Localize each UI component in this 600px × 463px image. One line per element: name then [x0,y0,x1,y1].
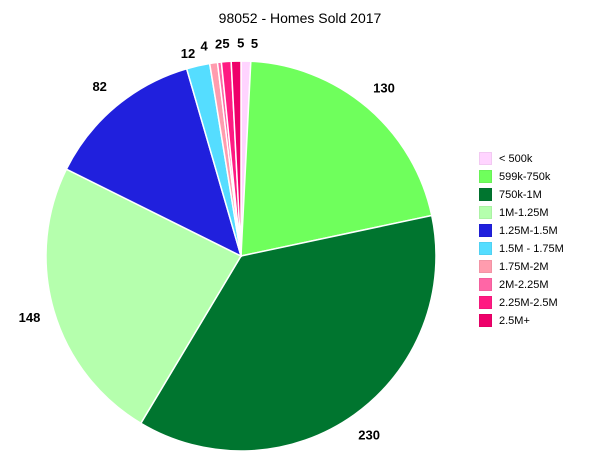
legend-swatch-3 [479,206,492,219]
legend-item-3: 1M-1.25M [479,204,564,221]
legend-item-5: 1.5M - 1.75M [479,240,564,257]
pie-slice-1 [240,60,433,257]
pie-slice-2 [139,214,437,452]
slice-value-label-8: 5 [222,36,229,51]
legend-label-1: 599k-750k [499,170,551,183]
pie-slice-9 [230,60,242,257]
legend-item-8: 2.25M-2.5M [479,294,564,311]
slice-value-label-4: 82 [92,79,106,94]
legend: < 500k 599k-750k 750k-1M 1M-1.25M 1.25M-1.5M… [479,150,564,330]
slice-value-label-1: 130 [373,80,395,95]
legend-swatch-4 [479,224,492,237]
legend-label-0: < 500k [499,152,533,165]
legend-swatch-0 [479,152,492,165]
chart-title: 98052 - Homes Sold 2017 [218,10,382,26]
legend-label-6: 1.75M-2M [499,260,549,273]
legend-swatch-5 [479,242,492,255]
legend-swatch-2 [479,188,492,201]
legend-swatch-6 [479,260,492,273]
pie-slice-4 [65,67,243,258]
slice-value-label-6: 4 [200,39,208,54]
legend-item-1: 599k-750k [479,168,564,185]
slice-value-label-7: 2 [215,37,222,52]
legend-label-7: 2M-2.25M [499,278,549,291]
legend-item-2: 750k-1M [479,186,564,203]
legend-swatch-1 [479,170,492,183]
legend-label-2: 750k-1M [499,188,542,201]
legend-swatch-7 [479,278,492,291]
slice-value-label-3: 148 [19,310,41,325]
legend-label-5: 1.5M - 1.75M [499,242,564,255]
slice-value-label-9: 5 [237,36,244,51]
legend-item-9: 2.5M+ [479,312,564,329]
legend-label-9: 2.5M+ [499,314,530,327]
legend-swatch-8 [479,296,492,309]
pie-slice-3 [45,168,243,425]
slice-value-label-0: 5 [251,36,258,51]
legend-swatch-9 [479,314,492,327]
slice-value-label-5: 12 [181,46,195,61]
slice-value-label-2: 230 [358,427,380,442]
legend-item-7: 2M-2.25M [479,276,564,293]
legend-label-4: 1.25M-1.5M [499,224,558,237]
legend-item-6: 1.75M-2M [479,258,564,275]
legend-label-3: 1M-1.25M [499,206,549,219]
legend-item-0: < 500k [479,150,564,167]
legend-item-4: 1.25M-1.5M [479,222,564,239]
legend-label-8: 2.25M-2.5M [499,296,558,309]
